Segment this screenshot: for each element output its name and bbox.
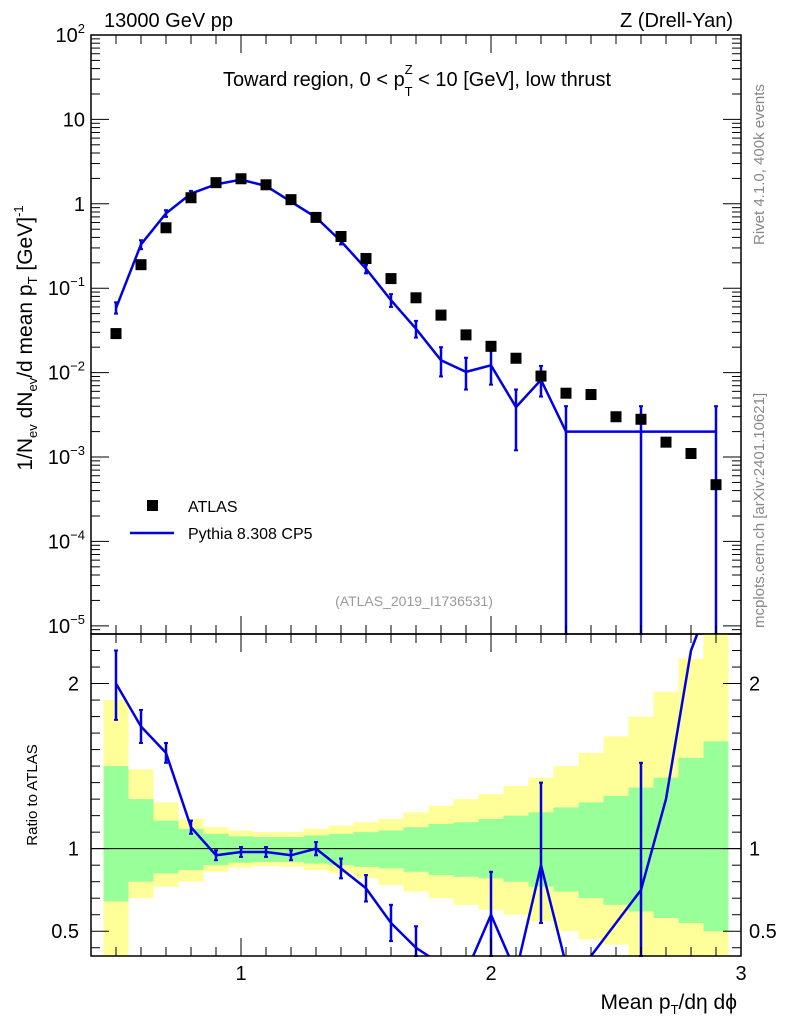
title-prefix: Toward region, 0 < p (223, 69, 405, 91)
atlas-point (410, 292, 422, 304)
band-inner (428, 823, 454, 876)
atlas-point (560, 387, 572, 399)
band-inner (678, 757, 704, 923)
main-title: Toward region, 0 < pZ T < 10 [GeV], low t… (223, 62, 612, 99)
atlas-point (435, 309, 447, 321)
title-sup: Z (405, 62, 413, 77)
atlas-point (710, 479, 722, 491)
band-inner (153, 820, 179, 874)
main-ytick-label: 102 (56, 21, 85, 47)
header-right: Z (Drell-Yan) (620, 10, 733, 32)
main-ytick-label: 10−3 (48, 443, 85, 469)
atlas-point (110, 328, 122, 340)
atlas-point (535, 370, 547, 382)
ratio-ytick-label-right: 2 (749, 674, 760, 696)
main-ytick-label: 10−1 (48, 274, 85, 300)
band-inner (128, 799, 154, 882)
atlas-point (685, 448, 697, 460)
atlas-point (610, 411, 622, 423)
ratio-ytick-label: 0.5 (51, 921, 79, 943)
main-ytick-label: 10−4 (48, 527, 85, 553)
atlas-point (310, 211, 322, 223)
title-suffix: < 10 [GeV], low thrust (413, 69, 612, 91)
band-inner (703, 741, 729, 932)
ratio-ytick-label: 1 (68, 839, 79, 861)
main-ytick-label: 10−5 (48, 612, 85, 638)
side-text-rivet: Rivet 4.1.0, 400k events (751, 84, 768, 245)
atlas-point (285, 194, 297, 206)
atlas-point (585, 389, 597, 401)
atlas-point (260, 179, 272, 191)
band-inner (103, 766, 129, 902)
legend-marker-atlas (147, 500, 158, 511)
main-axes: 10−5 10−4 10−3 10−2 10−1 1 10 102 (48, 21, 742, 638)
atlas-point (335, 230, 347, 242)
atlas-point (385, 273, 397, 285)
ratio-bands (103, 634, 729, 956)
atlas-point (135, 259, 147, 271)
ratio-ytick-label-right: 0.5 (749, 921, 777, 943)
band-inner (353, 832, 379, 867)
header-left: 13000 GeV pp (104, 10, 233, 32)
xtick-label: 3 (735, 963, 746, 985)
main-ytick-label: 1 (74, 194, 85, 216)
band-inner (578, 802, 604, 899)
band-inner (403, 827, 429, 872)
band-inner (603, 795, 629, 905)
atlas-point (660, 436, 672, 448)
atlas-point (635, 413, 647, 425)
main-ytick-label: 10 (63, 109, 85, 131)
ratio-ytick-label-right: 1 (749, 839, 760, 861)
atlas-point (360, 252, 372, 264)
legend-label-atlas: ATLAS (188, 499, 238, 516)
xtick-label: 1 (235, 963, 246, 985)
atlas-point (485, 340, 497, 352)
atlas-point (460, 329, 472, 341)
side-text-source: mcplots.cern.ch [arXiv:2401.10621] (751, 393, 768, 628)
atlas-point (510, 352, 522, 364)
legend-label-pythia: Pythia 8.308 CP5 (188, 526, 313, 543)
band-inner (453, 822, 479, 877)
ratio-axes: 0.5 0.5 1 1 2 2 1 2 3 (51, 633, 777, 985)
watermark: (ATLAS_2019_I1736531) (335, 593, 493, 609)
ratio-ylabel: Ratio to ATLAS (24, 744, 41, 845)
main-ytick-label: 10−2 (48, 359, 85, 385)
band-inner (553, 807, 579, 892)
main-series (110, 173, 722, 635)
atlas-point (160, 222, 172, 234)
atlas-point (235, 173, 247, 185)
band-inner (378, 830, 404, 869)
title-sub: T (405, 84, 413, 99)
legend: ATLAS Pythia 8.308 CP5 (130, 499, 313, 543)
main-ylabel: 1/Nev dNev/d mean pT [GeV]-1 (11, 205, 40, 470)
ratio-ytick-label: 2 (68, 674, 79, 696)
xtick-label: 2 (485, 963, 496, 985)
band-inner (178, 828, 204, 871)
atlas-point (210, 177, 222, 189)
atlas-point (185, 192, 197, 204)
xlabel: Mean pT/dη dϕ (601, 991, 737, 1017)
mc-line (114, 178, 716, 433)
